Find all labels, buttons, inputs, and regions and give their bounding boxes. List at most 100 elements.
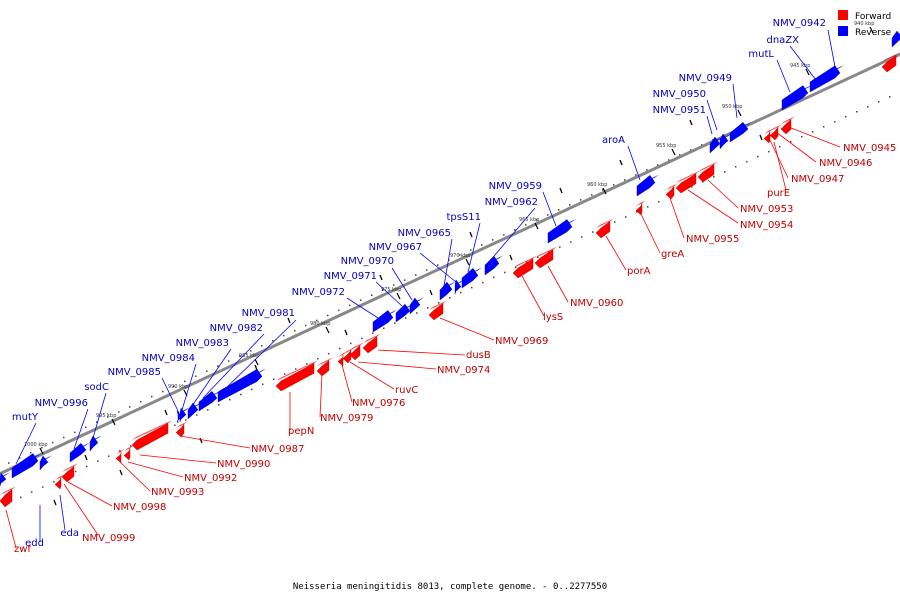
gene-label-eda[interactable]: eda <box>60 528 79 539</box>
tpsS11-leader-line <box>467 222 481 273</box>
track-dot <box>591 194 593 196</box>
gene-label-NMV_0960[interactable]: NMV_0960 <box>570 298 623 309</box>
gene-label-purE[interactable]: purE <box>767 188 790 199</box>
gene-label-NMV_0979[interactable]: NMV_0979 <box>320 413 373 424</box>
tick-label: 940 kbp <box>854 21 874 27</box>
gene-label-tpsS11[interactable]: tpsS11 <box>446 212 481 223</box>
gene-label-NMV_0992[interactable]: NMV_0992 <box>184 473 237 484</box>
gene-label-NMV_0950[interactable]: NMV_0950 <box>653 89 706 100</box>
NMV_0999-gene-face <box>54 477 62 490</box>
gene-label-dusB[interactable]: dusB <box>466 350 491 361</box>
tick-mark <box>689 119 693 126</box>
gene-label-NMV_0972[interactable]: NMV_0972 <box>292 287 345 298</box>
track-dot <box>306 363 308 365</box>
gene-label-pepN[interactable]: pepN <box>288 426 314 437</box>
eda-gene-face <box>0 472 7 487</box>
tick-mark <box>737 109 742 117</box>
gene-label-NMV_0985[interactable]: NMV_0985 <box>108 367 161 378</box>
aroA-gene-block <box>636 174 659 197</box>
aroA-leader-line <box>627 145 641 181</box>
track-dot <box>97 460 99 462</box>
track-dot <box>42 486 44 488</box>
NMV_0971-gene-block <box>395 303 414 323</box>
gene-label-NMV_0996[interactable]: NMV_0996 <box>35 398 88 409</box>
NMV_0974-gene-block <box>349 342 364 361</box>
track-dot <box>151 395 153 398</box>
gene-label-NMV_0981[interactable]: NMV_0981 <box>242 308 295 319</box>
gene-label-zwf[interactable]: zwf <box>14 544 31 555</box>
tick-label: 945 kbp <box>790 63 810 69</box>
gene-label-NMV_0955[interactable]: NMV_0955 <box>686 234 739 245</box>
gene-label-NMV_0967[interactable]: NMV_0967 <box>369 242 422 253</box>
pepN-gene-block <box>275 360 318 392</box>
NMV_0979-gene-face <box>316 359 330 377</box>
track-dot <box>845 116 847 118</box>
gene-label-dnaZX[interactable]: dnaZX <box>766 35 799 46</box>
gene-label-mutY[interactable]: mutY <box>12 412 39 423</box>
gene-label-NMV_0993[interactable]: NMV_0993 <box>151 487 204 498</box>
gene-label-aroA[interactable]: aroA <box>602 135 625 146</box>
NMV_0954-gene-face <box>675 173 697 194</box>
tick-label: 970 kbp <box>450 253 470 259</box>
NMV_0962-gene-face <box>484 255 500 276</box>
edd-gene-face <box>39 455 49 471</box>
gene-label-edd[interactable]: edd <box>25 538 44 549</box>
track-dot <box>240 393 242 396</box>
track-dot <box>724 171 726 173</box>
NMV_0954-leader-line <box>687 189 739 224</box>
gene-label-NMV_0998[interactable]: NMV_0998 <box>113 502 166 513</box>
legend-forward-swatch <box>838 10 848 20</box>
NMV_0972-gene-face <box>372 310 394 333</box>
NMV_0998-gene-face <box>61 465 75 483</box>
track-dot <box>52 441 54 444</box>
gene-label-lysS[interactable]: lysS <box>543 312 563 323</box>
NMV_0969-gene-top <box>429 300 447 310</box>
NMV_0955-gene-face <box>665 185 675 200</box>
gene-label-NMV_0962[interactable]: NMV_0962 <box>485 197 538 208</box>
track-dot <box>185 419 187 421</box>
NMV_0976-gene-top <box>338 351 347 357</box>
NMV_0960-gene-block <box>534 246 557 269</box>
track-dot <box>217 365 219 367</box>
gene-label-NMV_0982[interactable]: NMV_0982 <box>210 323 263 334</box>
gene-label-NMV_0990[interactable]: NMV_0990 <box>217 459 270 470</box>
gene-label-mutL[interactable]: mutL <box>748 49 774 60</box>
NMV_0950-gene-block <box>729 121 752 143</box>
gene-label-NMV_0969[interactable]: NMV_0969 <box>495 336 548 347</box>
lysS-leader-line <box>521 275 545 317</box>
gene-label-NMV_0949[interactable]: NMV_0949 <box>679 73 732 84</box>
gene-label-NMV_0971[interactable]: NMV_0971 <box>324 271 377 282</box>
track-dot <box>878 101 880 103</box>
gene-label-NMV_0946[interactable]: NMV_0946 <box>819 158 872 169</box>
gene-label-NMV_0945[interactable]: NMV_0945 <box>843 143 896 154</box>
gene-label-NMV_0984[interactable]: NMV_0984 <box>142 353 195 364</box>
gene-label-ruvC[interactable]: ruvC <box>395 385 418 396</box>
NMV_0945-gene-block <box>881 52 900 73</box>
gene-label-NMV_0954[interactable]: NMV_0954 <box>740 220 793 231</box>
gene-label-NMV_0942[interactable]: NMV_0942 <box>773 18 826 29</box>
gene-label-NMV_0976[interactable]: NMV_0976 <box>352 398 405 409</box>
tick-label: 980 kbp <box>310 321 330 327</box>
track-dot <box>592 231 594 233</box>
gene-label-porA[interactable]: porA <box>627 266 651 277</box>
NMV_0953-gene-top <box>698 161 718 172</box>
track-dot <box>668 159 670 161</box>
gene-label-NMV_0953[interactable]: NMV_0953 <box>740 204 793 215</box>
purE-gene-block <box>763 128 774 144</box>
gene-label-NMV_0951[interactable]: NMV_0951 <box>653 105 706 116</box>
gene-label-sodC[interactable]: sodC <box>84 382 109 393</box>
gene-label-NMV_0974[interactable]: NMV_0974 <box>437 365 490 376</box>
track-dot <box>647 206 649 208</box>
tpsS11-gene-block <box>461 267 482 289</box>
track-dot <box>129 406 131 408</box>
gene-label-NMV_0947[interactable]: NMV_0947 <box>791 174 844 185</box>
gene-label-NMV_0999[interactable]: NMV_0999 <box>82 533 135 544</box>
gene-label-NMV_0970[interactable]: NMV_0970 <box>341 256 394 267</box>
zwf-gene-block <box>0 486 16 508</box>
gene-label-NMV_0959[interactable]: NMV_0959 <box>489 181 542 192</box>
gene-label-NMV_0987[interactable]: NMV_0987 <box>251 444 304 455</box>
gene-label-greA[interactable]: greA <box>661 249 684 260</box>
gene-label-NMV_0983[interactable]: NMV_0983 <box>176 338 229 349</box>
mutL-gene-face <box>781 85 809 111</box>
gene-label-NMV_0965[interactable]: NMV_0965 <box>398 228 451 239</box>
